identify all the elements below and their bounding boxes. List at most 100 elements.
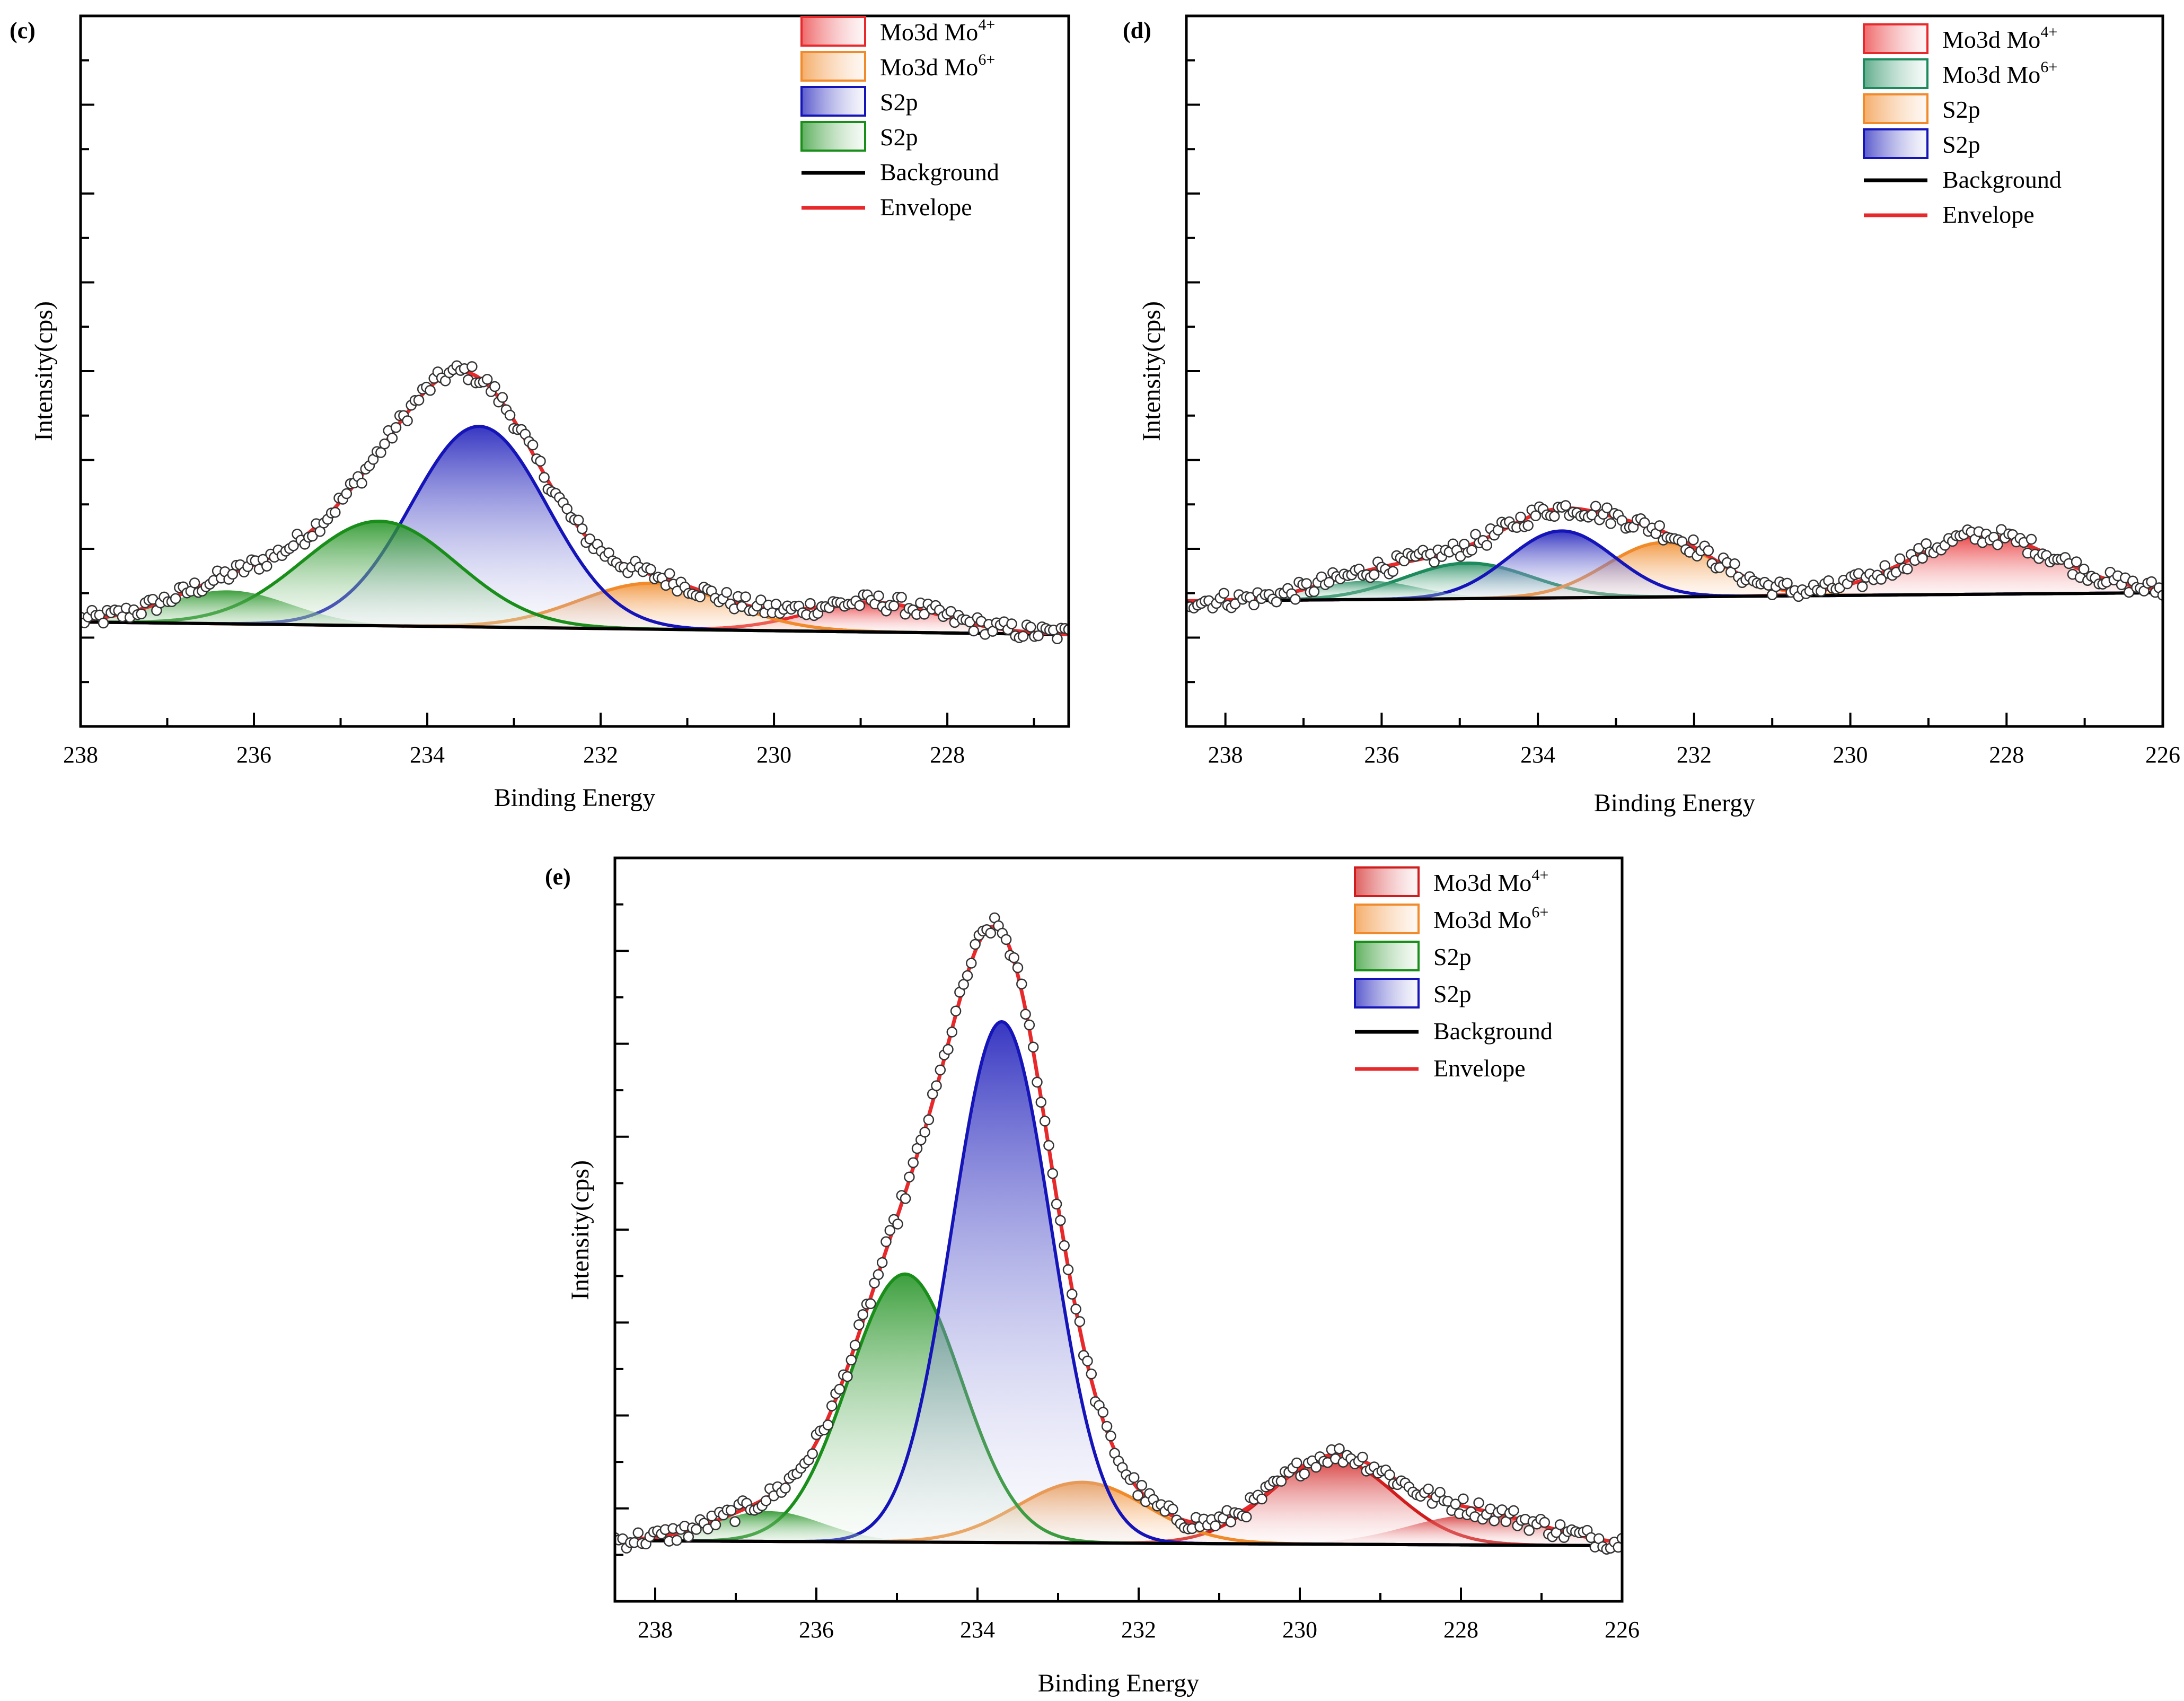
x-tick-label: 228 (1443, 1617, 1478, 1643)
legend-entry-superscript: 6+ (978, 51, 995, 68)
data-point (1008, 952, 1019, 963)
data-point (1027, 1041, 1039, 1053)
data-point (1025, 621, 1036, 633)
legend-swatch (800, 121, 866, 152)
data-point (379, 438, 390, 450)
data-point (330, 506, 341, 518)
data-point (1006, 618, 1017, 629)
data-point (1515, 511, 1526, 523)
x-tick-label: 228 (930, 742, 965, 768)
data-point (1481, 540, 1493, 551)
legend-entry: Mo3d Mo4+ (880, 16, 995, 46)
data-point (402, 415, 413, 426)
legend-background-label: Background (1433, 1018, 1553, 1045)
data-point (935, 1064, 946, 1076)
data-point (1357, 1451, 1368, 1463)
data-point (919, 1126, 930, 1138)
legend-swatch (800, 51, 866, 82)
legend-entry-superscript: 4+ (1531, 866, 1548, 884)
data-point (896, 592, 907, 603)
data-point (1082, 1355, 1093, 1367)
legend-entry-text: Mo3d Mo (1433, 906, 1531, 933)
data-point (770, 599, 782, 610)
data-point (1508, 1505, 1519, 1516)
data-point (1167, 1503, 1178, 1515)
data-point (584, 533, 595, 545)
data-point (390, 422, 402, 433)
component-s2p-3-fill (1186, 542, 2163, 601)
data-point (822, 1419, 834, 1431)
legend-entry: Mo3d Mo6+ (880, 51, 995, 81)
x-tick-label: 230 (1282, 1617, 1317, 1643)
data-point (425, 384, 436, 396)
data-point (1290, 594, 1301, 605)
data-point (1055, 1215, 1066, 1226)
legend-background-label: Background (880, 159, 999, 186)
x-tick-label: 238 (1208, 742, 1243, 768)
data-point (857, 1309, 868, 1320)
legend-swatch (1354, 978, 1420, 1009)
data-point (1051, 1198, 1062, 1210)
data-point (2146, 576, 2157, 588)
x-tick-label: 230 (1833, 742, 1868, 768)
data-point (489, 381, 500, 392)
data-point (849, 1339, 861, 1351)
y-axis-label: Intensity(cps) (1138, 301, 1166, 441)
data-point (826, 1400, 838, 1411)
data-point (1240, 1511, 1252, 1523)
data-point (466, 361, 478, 372)
x-tick-label: 232 (583, 742, 618, 768)
legend: Mo3d Mo4+Mo3d Mo6+S2pS2pBackgroundEnvelo… (1863, 23, 2062, 228)
background-line (81, 620, 1069, 636)
data-point (1554, 1519, 1566, 1530)
data-point (880, 1236, 892, 1248)
data-point (2078, 564, 2090, 575)
data-point (1039, 1116, 1051, 1127)
data-point (968, 625, 980, 637)
legend-entry-superscript: 4+ (978, 16, 995, 33)
data-point (911, 1143, 923, 1154)
data-point (721, 586, 733, 598)
data-point (1086, 1368, 1097, 1380)
legend-entry: Mo3d Mo4+ (1433, 866, 1548, 896)
data-point (1992, 539, 2003, 550)
legend-swatch (1354, 866, 1420, 897)
data-point (1429, 557, 1440, 568)
legend-entry-text: Mo3d Mo (880, 54, 978, 81)
data-point (683, 1531, 694, 1542)
data-point (481, 374, 493, 385)
data-point (664, 568, 675, 580)
data-point (1560, 500, 1571, 511)
legend-entry: S2p (1433, 980, 1472, 1007)
data-point (1523, 1525, 1535, 1536)
legend-background-label: Background (1942, 166, 2062, 193)
y-axis-label: Intensity(cps) (566, 1160, 594, 1300)
data-point (1334, 1443, 1345, 1454)
data-point (1218, 588, 1230, 599)
data-point (1271, 596, 1282, 608)
component-s2p-3-fill (81, 426, 1069, 635)
data-point (1387, 566, 1398, 577)
data-point (535, 455, 546, 467)
legend-swatch (1863, 58, 1928, 89)
background-line (615, 1539, 1622, 1548)
panel-label: (d) (1123, 17, 1151, 43)
data-point (725, 1505, 737, 1516)
data-point (1062, 1264, 1074, 1275)
legend-swatch (800, 86, 866, 117)
legend-swatch (1354, 904, 1420, 934)
data-point (807, 1448, 818, 1459)
data-point (1256, 1493, 1267, 1505)
legend-swatch (1863, 23, 1928, 54)
legend-entry-text: S2p (1942, 96, 1980, 123)
data-point (873, 1269, 884, 1281)
data-point (1729, 558, 1740, 569)
data-point (504, 409, 516, 421)
data-point (1368, 569, 1380, 581)
component-s2p-3-fill (615, 1274, 1622, 1546)
data-point (1047, 1168, 1059, 1179)
legend: Mo3d Mo4+Mo3d Mo6+S2pS2pBackgroundEnvelo… (800, 16, 999, 221)
data-point (1549, 511, 1560, 522)
data-point (729, 1516, 741, 1527)
